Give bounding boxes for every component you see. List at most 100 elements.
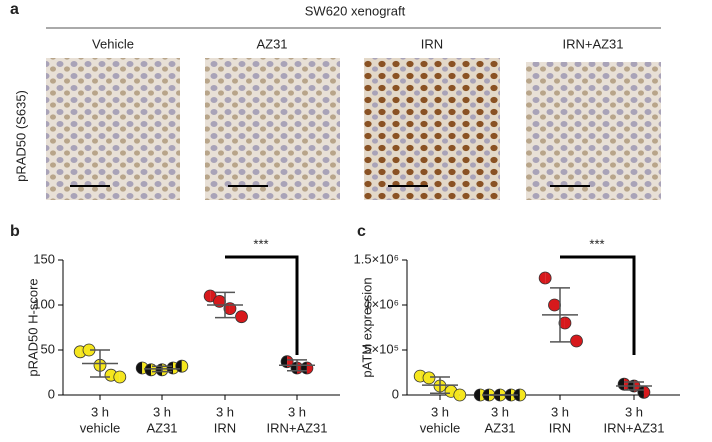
error-bar <box>152 365 172 373</box>
micrographs <box>46 58 661 200</box>
point-left <box>453 389 460 401</box>
x-tick-label: IRN <box>214 420 236 435</box>
error-bar <box>624 381 644 391</box>
data-point <box>433 379 447 393</box>
point-left <box>94 359 100 372</box>
point-left <box>83 344 89 356</box>
y-label: pRAD50 H-score <box>25 278 40 376</box>
panel-title: SW620 xenograft <box>305 3 406 18</box>
x-tick-label: vehicle <box>420 420 460 435</box>
point-left <box>74 345 81 358</box>
data-point <box>538 271 552 285</box>
x-tick-label: vehicle <box>80 420 120 435</box>
error-bar <box>430 376 450 394</box>
error-bar <box>550 287 570 343</box>
column-label: IRN <box>421 36 443 51</box>
point-right <box>181 360 188 373</box>
point-right <box>306 362 313 374</box>
error-bar <box>215 291 235 319</box>
y-tick-label: 100 <box>33 296 55 311</box>
point-left <box>445 385 451 398</box>
point-left <box>145 363 151 376</box>
significance-label: *** <box>589 236 604 251</box>
point-outline <box>235 310 248 324</box>
point-left <box>414 370 421 383</box>
data-point <box>453 388 467 402</box>
point-outline <box>558 316 572 330</box>
y-tick-label: 50 <box>41 341 55 356</box>
data-point <box>637 385 651 399</box>
x-tick-label: IRN <box>549 420 571 435</box>
point-right <box>429 371 435 384</box>
x-tick-label: 3 h <box>625 404 643 419</box>
point-left <box>548 299 555 311</box>
data-point <box>570 334 583 348</box>
point-left <box>423 371 429 384</box>
panel-label: b <box>10 223 20 240</box>
x-tick-label: IRN+AZ31 <box>266 420 327 435</box>
data-point <box>175 359 189 373</box>
error-bar <box>90 349 110 378</box>
point-right <box>643 386 650 399</box>
y-label: pRAD50 (S635) <box>13 90 28 182</box>
y-tick-label: 0 <box>48 386 55 401</box>
column-label: IRN+AZ31 <box>562 36 623 51</box>
significance-label: *** <box>253 236 268 251</box>
y-tick-label: 150 <box>33 251 55 266</box>
point-left <box>434 380 440 392</box>
panel-label: c <box>357 223 366 240</box>
data-point <box>113 370 127 384</box>
x-tick-label: 3 h <box>153 404 171 419</box>
point-outline <box>453 388 467 402</box>
point-right <box>519 389 526 401</box>
point-outline <box>538 271 552 285</box>
point-left <box>539 272 546 284</box>
point-right <box>554 299 561 311</box>
error-bar <box>287 359 307 372</box>
data-point <box>235 310 248 324</box>
y-tick-label: 0 <box>392 386 399 401</box>
x-tick-label: 3 h <box>551 404 569 419</box>
point-right <box>545 272 552 284</box>
x-tick-label: AZ31 <box>146 420 177 435</box>
point-left <box>204 290 211 302</box>
point-right <box>564 317 571 329</box>
point-left <box>105 369 111 382</box>
point-right <box>459 389 466 401</box>
point-outline <box>223 302 237 316</box>
point-outline <box>175 359 189 373</box>
point-outline <box>113 370 127 384</box>
point-outline <box>300 361 314 375</box>
x-tick-label: 3 h <box>91 404 109 419</box>
data-point <box>422 371 436 385</box>
x-tick-label: AZ31 <box>484 420 515 435</box>
point-right <box>440 380 446 392</box>
panel-label: a <box>10 1 19 18</box>
y-tick-label: 5×10⁵ <box>364 341 399 356</box>
point-right <box>241 310 248 323</box>
column-label: AZ31 <box>256 36 287 51</box>
point-outline <box>570 334 583 348</box>
point-right <box>100 359 107 372</box>
point-left <box>113 371 120 383</box>
x-tick-label: 3 h <box>491 404 509 419</box>
point-left <box>136 362 143 374</box>
point-left <box>570 335 577 347</box>
data-point <box>548 298 561 312</box>
x-tick-label: 3 h <box>288 404 306 419</box>
point-left <box>618 378 625 391</box>
point-right <box>576 335 583 347</box>
point-right <box>119 371 126 383</box>
significance-bracket <box>225 255 299 355</box>
point-left <box>235 310 242 323</box>
point-outline <box>280 355 294 369</box>
data-point <box>300 361 314 375</box>
y-tick-label: 1×10⁶ <box>364 296 399 311</box>
x-tick-label: IRN+AZ31 <box>603 420 664 435</box>
significance-bracket <box>560 255 636 355</box>
x-tick-label: 3 h <box>431 404 449 419</box>
x-tick-label: 3 h <box>216 404 234 419</box>
y-label: pATM expression <box>359 277 374 377</box>
column-label: Vehicle <box>92 36 134 51</box>
